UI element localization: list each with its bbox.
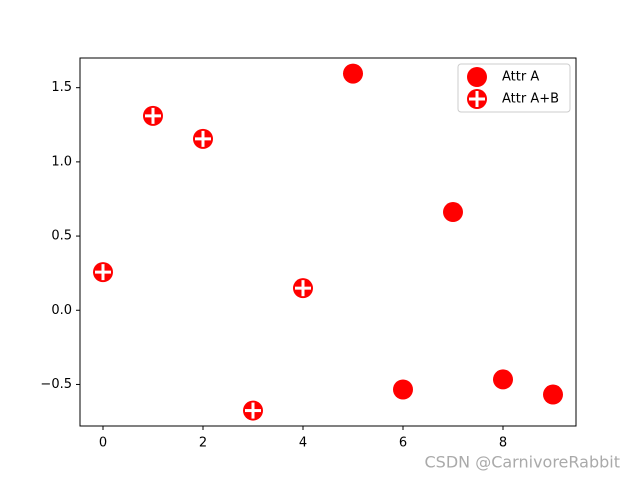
marker (467, 67, 487, 87)
y-tick-label: 1.0 (51, 154, 72, 169)
marker-circle (493, 369, 513, 390)
marker (443, 202, 463, 223)
legend-label: Attr A+B (502, 92, 559, 107)
x-tick-label: 8 (499, 436, 507, 451)
y-tick-label: −0.5 (40, 377, 72, 392)
marker (393, 379, 413, 400)
marker (543, 384, 563, 405)
marker (193, 128, 213, 149)
x-tick-label: 0 (99, 436, 107, 451)
legend-label: Attr A (502, 70, 539, 85)
y-tick-label: 1.5 (51, 80, 72, 95)
plot-frame (79, 57, 577, 427)
x-tick-label: 4 (299, 436, 307, 451)
marker (467, 89, 487, 109)
marker-circle (543, 384, 563, 405)
marker (93, 262, 113, 283)
x-tick-label: 2 (199, 436, 207, 451)
marker-circle (467, 67, 487, 87)
marker-circle (343, 63, 363, 84)
marker (293, 278, 313, 299)
marker (493, 369, 513, 390)
y-tick-label: 0.5 (51, 229, 72, 244)
marker-circle (393, 379, 413, 400)
marker (343, 63, 363, 84)
marker-circle (443, 202, 463, 223)
watermark: CSDN @CarnivoreRabbit (425, 453, 621, 472)
x-tick-label: 6 (399, 436, 407, 451)
y-tick-label: 0.0 (51, 303, 72, 318)
marker (243, 400, 263, 421)
marker (143, 105, 163, 126)
